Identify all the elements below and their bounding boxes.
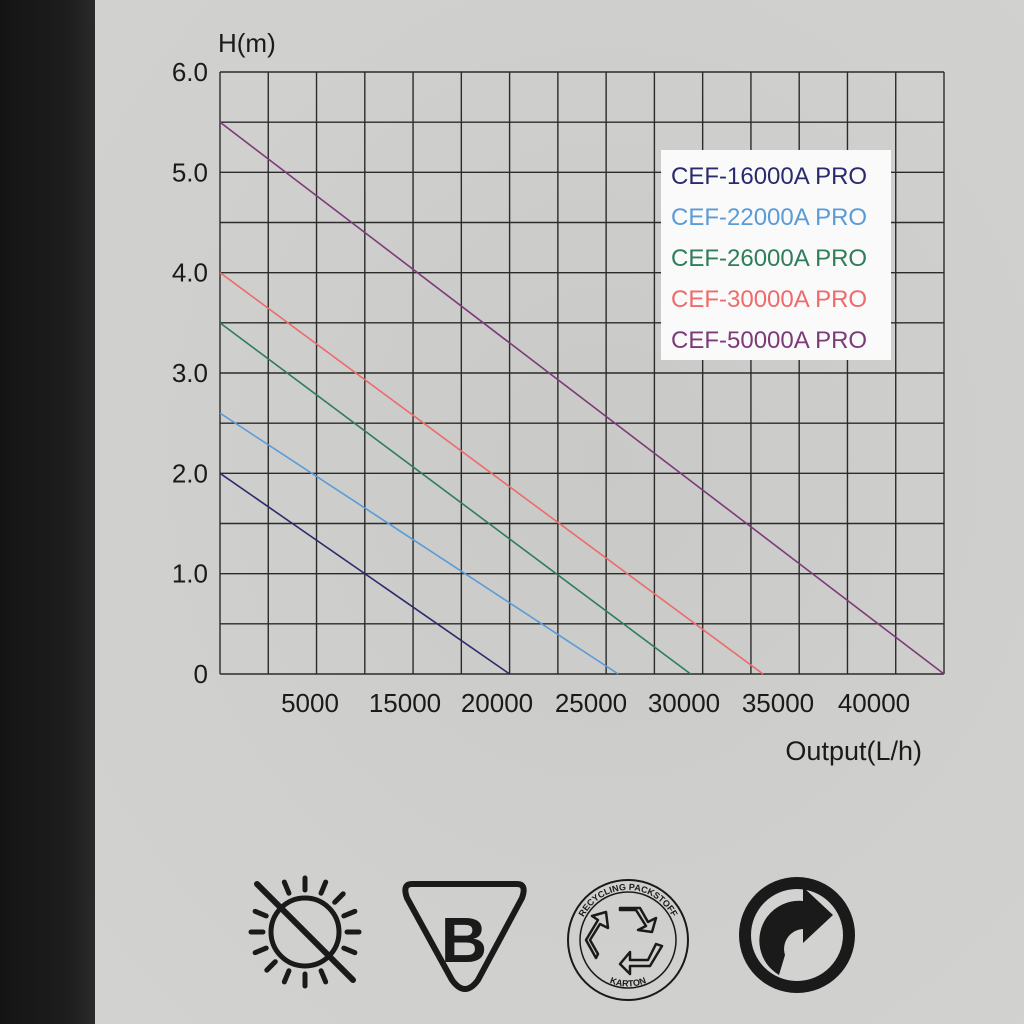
series-line-4 bbox=[219, 121, 945, 675]
y-tick-label: 6.0 bbox=[172, 57, 208, 87]
x-tick-label: 40000 bbox=[838, 688, 910, 718]
no-sunlight-icon bbox=[248, 875, 362, 989]
x-tick-label: 5000 bbox=[281, 688, 339, 718]
series-line-3 bbox=[219, 272, 764, 675]
series-line-0 bbox=[219, 472, 511, 675]
y-tick-label: 1.0 bbox=[172, 559, 208, 589]
legend-item-4: CEF-50000A PRO bbox=[671, 327, 868, 354]
x-tick-label: 35000 bbox=[742, 688, 814, 718]
y-tick-label: 2.0 bbox=[172, 458, 208, 488]
y-tick-label: 3.0 bbox=[172, 358, 208, 388]
chart-series bbox=[219, 121, 945, 675]
legend-item-3: CEF-30000A PRO bbox=[671, 286, 868, 313]
x-tick-label: 25000 bbox=[555, 688, 627, 718]
y-axis-label: H(m) bbox=[218, 28, 276, 58]
dark-left-edge bbox=[0, 0, 95, 1024]
y-tick-label: 4.0 bbox=[172, 258, 208, 288]
x-tick-labels: 5000 15000 20000 25000 30000 35000 40000 bbox=[281, 688, 910, 718]
series-line-2 bbox=[219, 322, 692, 675]
x-tick-label: 20000 bbox=[461, 688, 533, 718]
chart-grid bbox=[219, 71, 945, 675]
recycling-karton-icon: RECYCLING PACKSTOFF KARTON bbox=[567, 879, 689, 1001]
legend-item-0: CEF-16000A PRO bbox=[671, 163, 868, 190]
y-tick-label: 0 bbox=[194, 659, 208, 689]
y-tick-label: 5.0 bbox=[172, 157, 208, 187]
chart-legend: CEF-16000A PRO CEF-22000A PRO CEF-26000A P… bbox=[661, 150, 891, 360]
x-tick-label: 15000 bbox=[369, 688, 441, 718]
b-letter: B bbox=[441, 904, 487, 976]
y-tick-labels: 0 1.0 2.0 3.0 4.0 5.0 6.0 bbox=[172, 57, 208, 689]
x-axis-label: Output(L/h) bbox=[785, 736, 922, 766]
legend-item-1: CEF-22000A PRO bbox=[671, 204, 868, 231]
x-tick-label: 30000 bbox=[648, 688, 720, 718]
legend-item-2: CEF-26000A PRO bbox=[671, 245, 868, 272]
series-line-1 bbox=[219, 412, 619, 675]
green-dot-icon bbox=[739, 877, 855, 993]
recycling-top-text: RECYCLING PACKSTOFF bbox=[576, 882, 679, 919]
b-triangle-icon: B bbox=[402, 881, 527, 992]
recycling-bottom-text: KARTON bbox=[609, 975, 648, 989]
